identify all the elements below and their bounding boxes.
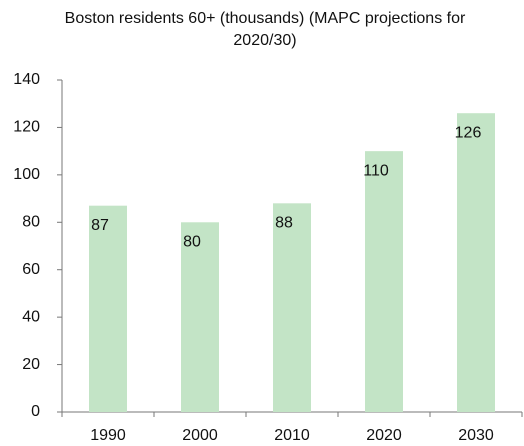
- y-tick-label: 60: [22, 261, 40, 278]
- y-tick-label: 0: [31, 403, 40, 420]
- bar: [89, 205, 127, 412]
- x-tick-label: 2010: [274, 427, 310, 444]
- y-tick-label: 80: [22, 214, 40, 231]
- y-tick-label: 100: [13, 166, 40, 183]
- x-tick-label: 2000: [182, 427, 218, 444]
- y-tick-label: 140: [13, 71, 40, 88]
- y-tick-label: 20: [22, 356, 40, 373]
- chart-title: Boston residents 60+ (thousands) (MAPC p…: [64, 10, 466, 49]
- x-tick-label: 1990: [90, 427, 126, 444]
- y-tick-label: 120: [13, 119, 40, 136]
- data-label: 87: [91, 217, 109, 234]
- bar: [457, 113, 495, 412]
- data-label: 126: [455, 124, 482, 141]
- data-label: 88: [275, 215, 293, 232]
- x-tick-label: 2030: [458, 427, 494, 444]
- data-label: 110: [363, 162, 389, 179]
- data-label: 80: [183, 234, 201, 251]
- bar: [273, 203, 311, 412]
- bar: [365, 151, 403, 412]
- bar: [181, 222, 219, 412]
- x-tick-label: 2020: [366, 427, 402, 444]
- y-tick-label: 40: [22, 308, 40, 325]
